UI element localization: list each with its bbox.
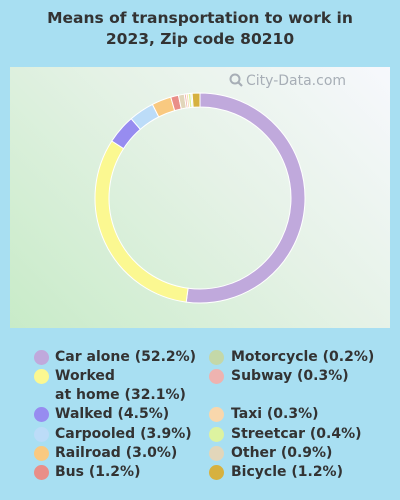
magnifier-icon bbox=[229, 73, 243, 87]
watermark-text: City-Data.com bbox=[246, 73, 347, 89]
watermark: City-Data.com bbox=[229, 73, 346, 89]
donut-slice-worked-at-home bbox=[94, 140, 189, 303]
plot-area bbox=[10, 67, 390, 328]
donut-slice-car-alone bbox=[185, 92, 306, 304]
chart-title: Means of transportation to work in 2023,… bbox=[0, 8, 400, 50]
chart-title-line-1: Means of transportation to work in bbox=[47, 9, 353, 27]
chart-title-line-2: 2023, Zip code 80210 bbox=[105, 30, 295, 48]
donut-slice-bicycle bbox=[191, 92, 201, 108]
